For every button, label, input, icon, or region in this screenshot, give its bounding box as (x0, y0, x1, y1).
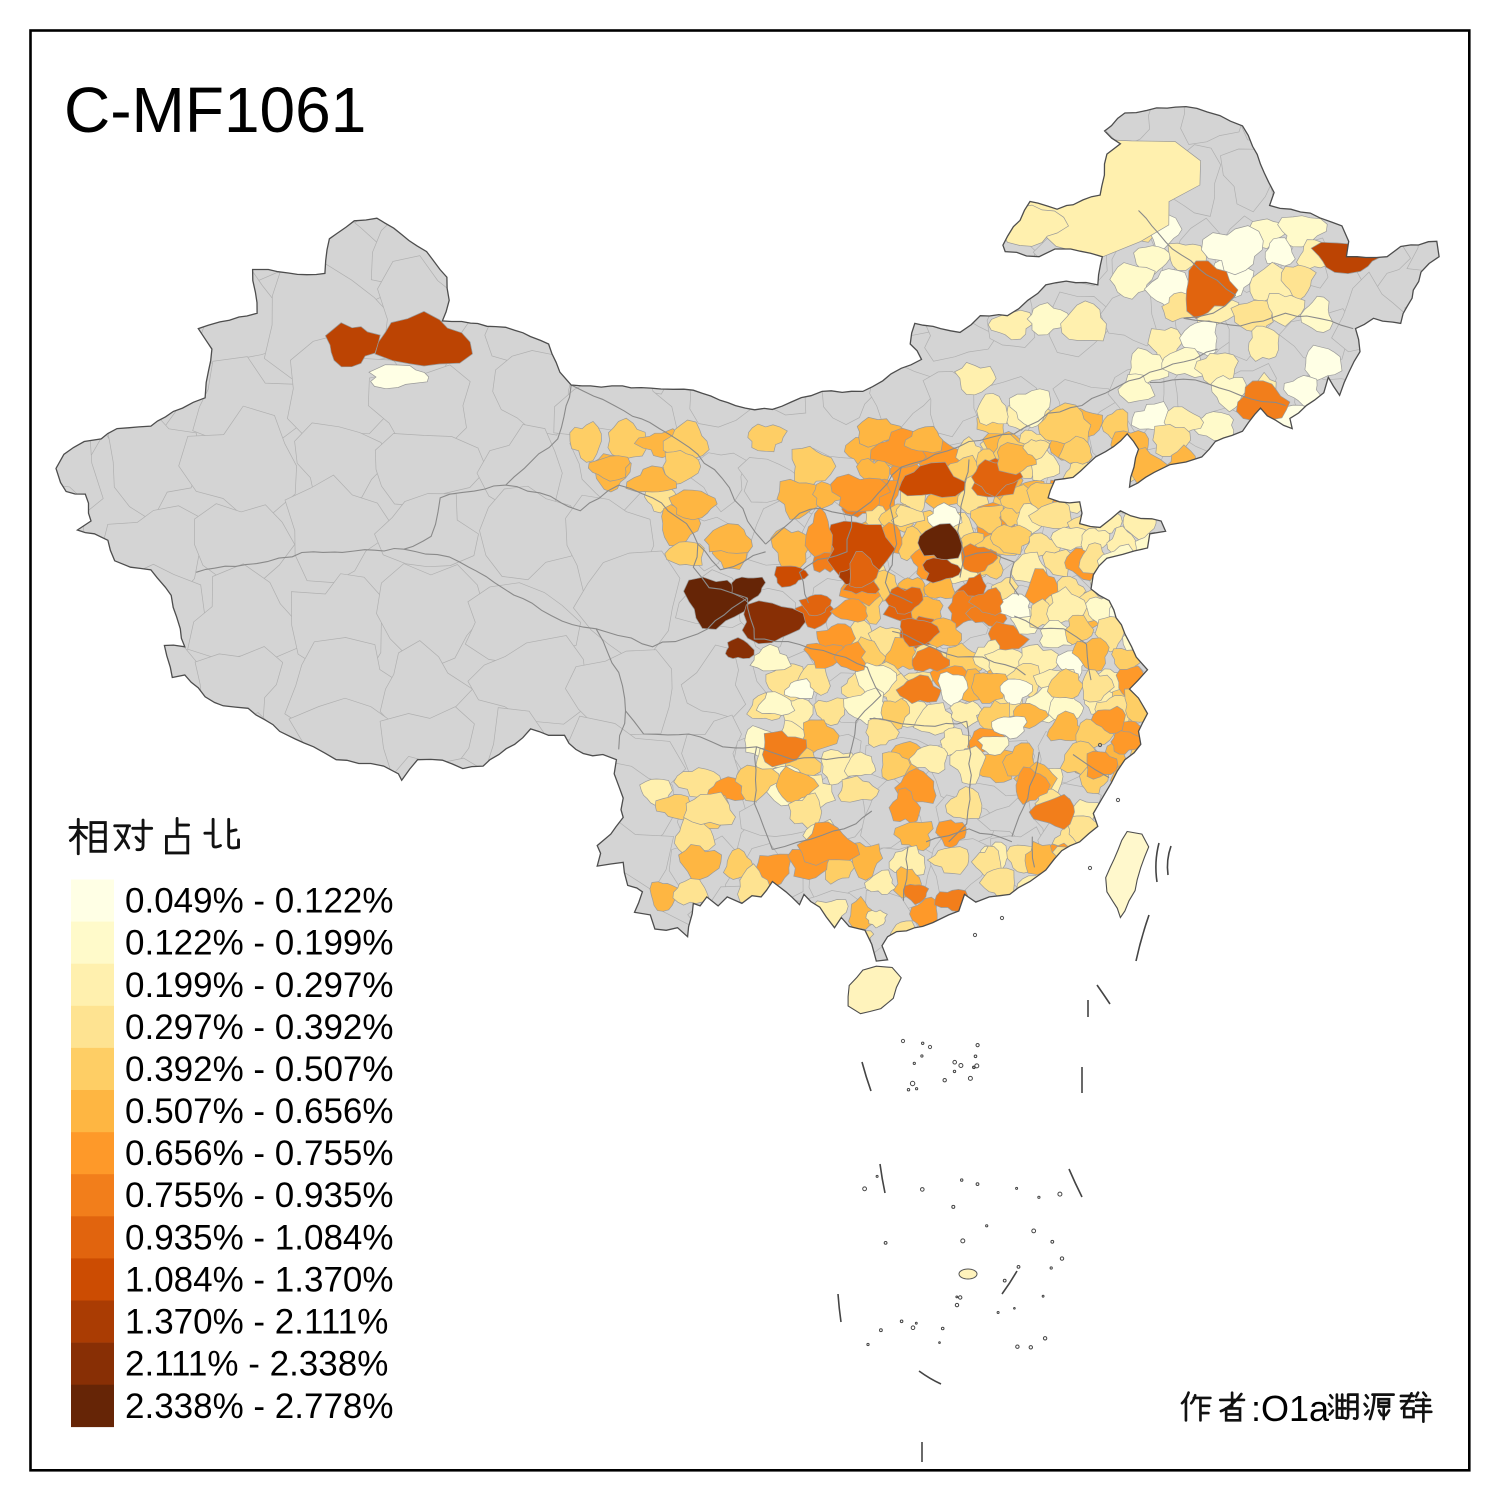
svg-text:0.297% - 0.392%: 0.297% - 0.392% (125, 1008, 394, 1047)
svg-text:0.507% - 0.656%: 0.507% - 0.656% (125, 1092, 394, 1131)
svg-text:0.049% - 0.122%: 0.049% - 0.122% (125, 882, 394, 921)
svg-text::O1a: :O1a (1251, 1388, 1330, 1429)
svg-text:0.122% - 0.199%: 0.122% - 0.199% (125, 924, 394, 963)
svg-text:1.370% - 2.111%: 1.370% - 2.111% (125, 1303, 388, 1342)
svg-text:1.084% - 1.370%: 1.084% - 1.370% (125, 1261, 394, 1300)
svg-text:2.338% - 2.778%: 2.338% - 2.778% (125, 1387, 394, 1426)
svg-text:0.755% - 0.935%: 0.755% - 0.935% (125, 1176, 394, 1215)
svg-text:2.111% - 2.338%: 2.111% - 2.338% (125, 1345, 388, 1384)
svg-text:C-MF1061: C-MF1061 (64, 74, 366, 146)
svg-text:0.656% - 0.755%: 0.656% - 0.755% (125, 1134, 394, 1173)
svg-text:0.392% - 0.507%: 0.392% - 0.507% (125, 1050, 394, 1089)
svg-text:0.199% - 0.297%: 0.199% - 0.297% (125, 966, 394, 1005)
svg-text:0.935% - 1.084%: 0.935% - 1.084% (125, 1218, 394, 1257)
